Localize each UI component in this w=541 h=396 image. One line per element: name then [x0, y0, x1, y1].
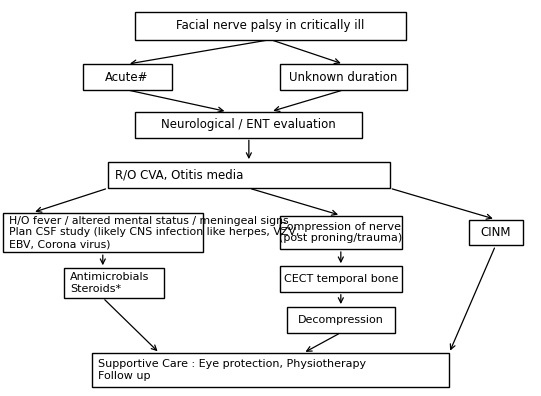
Text: Unknown duration: Unknown duration: [289, 71, 398, 84]
Text: H/O fever / altered mental status / meningeal signs
Plan CSF study (likely CNS i: H/O fever / altered mental status / meni…: [9, 216, 300, 249]
Text: CINM: CINM: [480, 226, 511, 239]
Text: R/O CVA, Otitis media: R/O CVA, Otitis media: [115, 169, 243, 181]
FancyBboxPatch shape: [135, 112, 362, 137]
Text: CECT temporal bone: CECT temporal bone: [283, 274, 398, 284]
Text: Decompression: Decompression: [298, 315, 384, 325]
Text: Antimicrobials
Steroids*: Antimicrobials Steroids*: [70, 272, 149, 294]
FancyBboxPatch shape: [3, 213, 203, 252]
Text: Facial nerve palsy in critically ill: Facial nerve palsy in critically ill: [176, 19, 365, 32]
FancyBboxPatch shape: [135, 12, 406, 40]
FancyBboxPatch shape: [108, 162, 390, 188]
FancyBboxPatch shape: [64, 268, 163, 298]
Text: Compression of nerve
(post proning/trauma): Compression of nerve (post proning/traum…: [279, 222, 403, 243]
Text: Neurological / ENT evaluation: Neurological / ENT evaluation: [161, 118, 337, 131]
Text: Acute#: Acute#: [105, 71, 149, 84]
FancyBboxPatch shape: [82, 64, 172, 90]
Text: Supportive Care : Eye protection, Physiotherapy
Follow up: Supportive Care : Eye protection, Physio…: [98, 360, 367, 381]
FancyBboxPatch shape: [287, 307, 395, 333]
FancyBboxPatch shape: [92, 353, 449, 387]
FancyBboxPatch shape: [280, 215, 401, 249]
FancyBboxPatch shape: [469, 219, 523, 246]
FancyBboxPatch shape: [280, 64, 407, 90]
FancyBboxPatch shape: [280, 267, 401, 292]
